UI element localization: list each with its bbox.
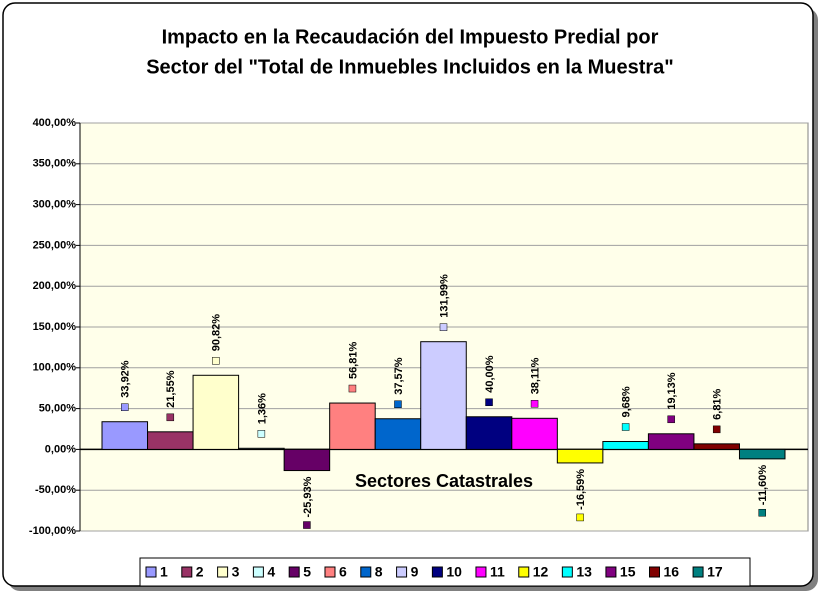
label-key	[394, 400, 402, 408]
bar	[556, 448, 604, 464]
data-label: 1,36%	[256, 393, 268, 424]
legend-swatch	[475, 566, 487, 578]
y-tick-label: 150,00%	[33, 321, 77, 333]
bar	[374, 418, 422, 450]
legend-swatch	[181, 566, 193, 578]
legend-label: 17	[707, 564, 723, 580]
legend-swatch	[518, 566, 530, 578]
data-label: 38,11%	[529, 357, 541, 394]
data-label: 19,13%	[666, 372, 678, 410]
label-key	[621, 423, 630, 431]
x-axis-title: Sectores Catastrales	[355, 471, 533, 491]
legend-label: 8	[375, 564, 383, 580]
legend-label: 1	[160, 564, 168, 580]
data-label: 33,92%	[120, 360, 132, 398]
label-key	[439, 323, 448, 331]
data-label: 6,81%	[712, 388, 724, 419]
data-label: -16,59%	[575, 469, 587, 510]
label-key	[303, 521, 311, 529]
label-key	[257, 430, 266, 438]
bar	[283, 448, 331, 472]
bar	[465, 416, 513, 450]
legend-label: 15	[620, 564, 636, 580]
y-tick-label: 250,00%	[33, 239, 77, 251]
y-tick-label: 200,00%	[33, 280, 77, 292]
legend-swatch	[649, 566, 660, 578]
data-label: 90,82%	[211, 314, 223, 352]
legend-swatch	[145, 566, 157, 578]
legend-swatch	[431, 566, 443, 578]
data-label: 21,55%	[165, 370, 177, 408]
label-key	[530, 400, 539, 408]
data-label: 56,81%	[347, 342, 359, 380]
bar	[238, 447, 285, 450]
legend-label: 10	[446, 564, 462, 580]
label-key	[485, 398, 493, 407]
legend-label: 16	[664, 564, 680, 580]
data-label: 9,68%	[621, 386, 633, 417]
label-key	[121, 403, 129, 411]
bar	[192, 374, 240, 450]
label-key	[212, 357, 220, 365]
bar	[420, 341, 467, 450]
y-tick-label: -50,00%	[35, 484, 76, 496]
bar	[693, 443, 740, 450]
legend-swatch	[692, 566, 704, 578]
y-tick-label: 50,00%	[39, 403, 77, 415]
legend-box	[139, 557, 751, 587]
legend-swatch	[324, 566, 336, 578]
legend-label: 3	[232, 564, 240, 580]
chart-title: Impacto en la Recaudación del Impuesto P…	[162, 26, 659, 48]
bar	[147, 431, 194, 450]
legend-label: 5	[303, 564, 311, 580]
bar	[329, 402, 376, 450]
data-label: 40,00%	[484, 355, 496, 393]
legend-swatch	[605, 566, 617, 578]
y-tick-label: 100,00%	[33, 362, 77, 374]
legend-swatch	[252, 566, 264, 578]
legend-label: 2	[196, 564, 204, 580]
y-tick-label: -100,00%	[29, 525, 76, 537]
legend-swatch	[217, 566, 229, 578]
data-label: -25,93%	[302, 476, 314, 517]
legend-label: 13	[576, 564, 592, 580]
legend-label: 6	[339, 564, 347, 580]
legend-label: 12	[533, 564, 549, 580]
data-label: 37,57%	[393, 357, 405, 395]
legend-swatch	[288, 566, 300, 578]
chart-subtitle: Sector del "Total de Inmuebles Incluidos…	[146, 56, 674, 78]
legend-label: 11	[490, 564, 505, 580]
bar	[602, 441, 649, 450]
y-tick-label: 400,00%	[33, 117, 77, 129]
y-tick-label: 350,00%	[33, 158, 77, 170]
bar	[647, 433, 695, 450]
bar	[738, 448, 786, 460]
legend-swatch	[360, 566, 372, 578]
label-key	[166, 413, 175, 422]
y-tick-label: 0,00%	[45, 443, 76, 455]
label-key	[712, 425, 721, 434]
bar	[101, 421, 149, 450]
y-tick-label: 300,00%	[33, 199, 77, 211]
label-key	[667, 415, 675, 424]
legend-label: 4	[267, 564, 275, 580]
data-label: -11,60%	[757, 465, 769, 506]
legend-label: 9	[411, 564, 419, 580]
data-label: 131,99%	[438, 274, 450, 318]
legend-swatch	[396, 566, 408, 578]
label-key	[758, 508, 766, 517]
label-key	[348, 384, 357, 393]
legend-swatch	[561, 566, 573, 578]
label-key	[576, 513, 584, 522]
bar	[511, 417, 558, 450]
